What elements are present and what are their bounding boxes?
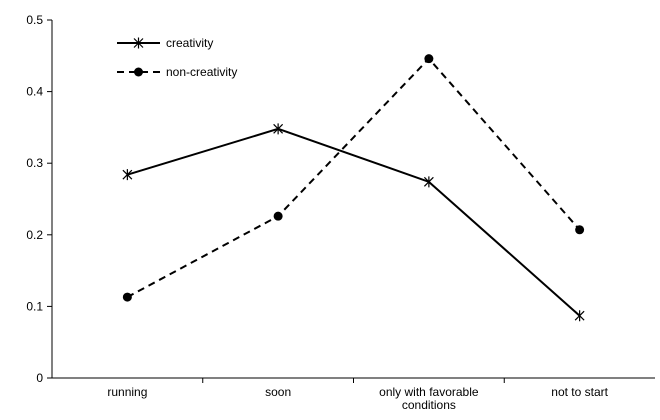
legend: creativity non-creativity <box>117 36 237 79</box>
series-layer <box>122 54 585 322</box>
data-point <box>122 292 132 302</box>
x-category-label: running <box>107 385 147 399</box>
legend-marker <box>134 67 143 77</box>
legend-marker <box>133 37 144 49</box>
x-category-label: not to start <box>551 385 608 399</box>
x-category-label-line: only with favorable <box>379 385 479 399</box>
y-tick-label: 0.3 <box>26 156 43 170</box>
x-category-label-line: not to start <box>551 385 608 399</box>
data-point <box>273 123 284 135</box>
legend-item: creativity <box>117 36 213 50</box>
data-point <box>575 225 585 235</box>
legend-label: non-creativity <box>166 65 237 79</box>
x-category-label: only with favorable conditions <box>379 385 479 412</box>
series-line <box>127 127 581 317</box>
y-tick-label: 0.1 <box>26 299 43 313</box>
y-tick-label: 0.4 <box>26 85 43 99</box>
x-category-label-line: soon <box>265 385 291 399</box>
data-point <box>273 211 283 221</box>
legend-label: creativity <box>166 36 213 50</box>
x-category-label-line: running <box>107 385 147 399</box>
series-line <box>126 57 581 298</box>
data-point <box>574 310 585 322</box>
legend-item: non-creativity <box>117 65 237 79</box>
data-point <box>423 176 434 188</box>
y-tick-label: 0.2 <box>26 228 43 242</box>
data-point <box>424 54 434 64</box>
x-category-label-line: conditions <box>402 398 456 412</box>
y-ticks: 0 0.1 0.2 0.3 0.4 0.5 <box>26 13 52 385</box>
y-tick-label: 0 <box>36 371 43 385</box>
data-point <box>122 169 133 181</box>
y-tick-label: 0.5 <box>26 13 43 27</box>
series-non-creativity <box>122 54 585 302</box>
series-creativity <box>122 123 585 322</box>
x-category-label: soon <box>265 385 291 399</box>
x-ticks: running soon only with favorable conditions… <box>107 378 609 412</box>
